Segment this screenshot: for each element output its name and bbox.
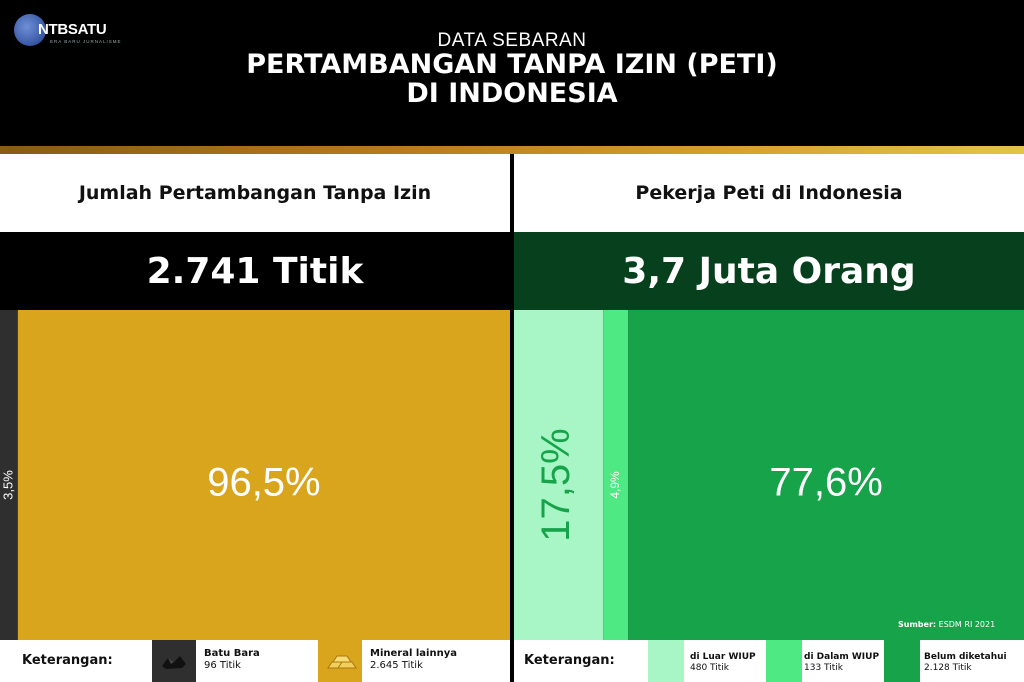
data-label-di-dalam-wiup: 4,9% xyxy=(608,471,622,499)
legend-swatch-dalam-wiup xyxy=(766,640,802,682)
right-panel-value: 3,7 Juta Orang xyxy=(514,232,1024,310)
legend-item-luar-wiup: di Luar WIUP xyxy=(690,652,756,662)
brand-logo: NTBSATU ERA BARU JURNALISME xyxy=(14,14,124,48)
legend-count-mineral: 2.645 Titik xyxy=(370,660,423,671)
legend-item-belum-diketahui: Belum diketahui xyxy=(924,652,1007,662)
left-panel-value: 2.741 Titik xyxy=(0,232,510,310)
source-note: Sumber: ESDM RI 2021 xyxy=(898,620,995,629)
right-chart: 17,5% 4,9% 77,6% xyxy=(514,310,1024,640)
accent-stripe xyxy=(0,146,1024,154)
header: NTBSATU ERA BARU JURNALISME DATA SEBARAN… xyxy=(0,0,1024,148)
source-label: Sumber: xyxy=(898,620,937,629)
legend-count-belum-diketahui: 2.128 Titik xyxy=(924,663,972,673)
left-chart: 3,5% 96,5% xyxy=(0,310,510,640)
bar-segment-batu-bara xyxy=(0,310,18,640)
right-panel-title: Pekerja Peti di Indonesia xyxy=(514,154,1024,232)
right-chart-svg: 17,5% 4,9% 77,6% xyxy=(514,310,1024,640)
bar-segment-di-luar-wiup xyxy=(514,310,604,640)
legend-count-luar-wiup: 480 Titik xyxy=(690,663,730,673)
brand-globe-icon xyxy=(14,14,46,46)
left-legend: Keterangan: Batu Bara 96 Titik Mineral l… xyxy=(0,640,510,682)
source-text: ESDM RI 2021 xyxy=(938,620,996,629)
legend-item-mineral: Mineral lainnya xyxy=(370,648,457,659)
left-chart-svg: 3,5% 96,5% xyxy=(0,310,510,640)
legend-count-dalam-wiup: 133 Titik xyxy=(804,663,844,673)
legend-swatch-belum-diketahui xyxy=(884,640,920,682)
legend-item-batu-bara: Batu Bara xyxy=(204,648,260,659)
bar-segment-di-dalam-wiup xyxy=(603,310,629,640)
header-kicker: DATA SEBARAN xyxy=(437,30,587,51)
gold-bars-icon xyxy=(318,640,362,682)
data-label-belum-diketahui: 77,6% xyxy=(769,461,882,505)
panel-divider xyxy=(510,154,514,682)
data-label-di-luar-wiup: 17,5% xyxy=(534,428,578,541)
legend-item-dalam-wiup: di Dalam WIUP xyxy=(804,652,880,662)
brand-tagline: ERA BARU JURNALISME xyxy=(50,39,122,44)
bar-segment-belum-diketahui xyxy=(628,310,1024,640)
left-panel-title: Jumlah Pertambangan Tanpa Izin xyxy=(0,154,510,232)
bar-segment-mineral-lainnya xyxy=(17,310,510,640)
left-legend-title: Keterangan: xyxy=(22,653,113,668)
right-legend-title: Keterangan: xyxy=(524,653,615,668)
legend-swatch-luar-wiup xyxy=(648,640,684,682)
legend-count-batu-bara: 96 Titik xyxy=(204,660,241,671)
title-line-1: PERTAMBANGAN TANPA IZIN (PETI) xyxy=(246,49,778,80)
brand-name: NTBSATU xyxy=(38,21,107,38)
right-legend: Keterangan: di Luar WIUP 480 Titik di Da… xyxy=(514,640,1024,682)
title-line-2: DI INDONESIA xyxy=(406,78,618,109)
data-label-mineral-lainnya: 96,5% xyxy=(207,461,320,505)
data-label-batu-bara: 3,5% xyxy=(0,470,15,500)
page-title: PERTAMBANGAN TANPA IZIN (PETI) DI INDONE… xyxy=(0,50,1024,108)
coal-icon xyxy=(152,640,196,682)
